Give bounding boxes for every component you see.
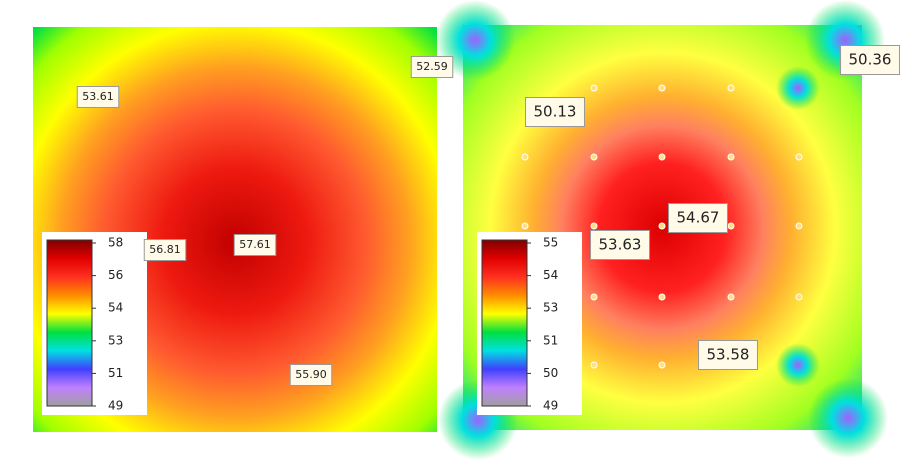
colorbar bbox=[46, 239, 93, 407]
sensor-dot bbox=[727, 222, 735, 230]
label-box bbox=[410, 56, 454, 78]
label-box bbox=[698, 340, 758, 370]
value-label: 56.81 bbox=[149, 243, 181, 256]
sensor-dot bbox=[795, 222, 803, 230]
colorbar-tick-label: 53 bbox=[543, 301, 558, 315]
colorbar-tick-label: 50 bbox=[543, 366, 558, 380]
sensor-dot bbox=[590, 293, 598, 301]
colorbar bbox=[481, 239, 528, 407]
colorbar-tick-label: 49 bbox=[108, 399, 123, 413]
label-box bbox=[76, 86, 120, 108]
sensor-dot bbox=[590, 361, 598, 369]
sensor-dot bbox=[521, 153, 529, 161]
label-box bbox=[840, 45, 900, 75]
sensor-dot bbox=[590, 84, 598, 92]
sensor-dot bbox=[795, 293, 803, 301]
value-label: 50.36 bbox=[849, 51, 892, 69]
label-box bbox=[233, 234, 277, 256]
label-box bbox=[525, 97, 585, 127]
colorbar-tick-label: 56 bbox=[108, 268, 123, 282]
colorbar-tick-label: 54 bbox=[108, 301, 123, 315]
colorbar-tick-label: 58 bbox=[108, 236, 123, 250]
value-label: 53.58 bbox=[707, 346, 750, 364]
label-box bbox=[143, 239, 187, 261]
value-label: 54.67 bbox=[677, 209, 720, 227]
sensor-dot bbox=[658, 222, 666, 230]
sensor-dot bbox=[521, 222, 529, 230]
sensor-dot bbox=[727, 293, 735, 301]
value-label: 53.63 bbox=[599, 236, 642, 254]
value-label: 50.13 bbox=[534, 103, 577, 121]
label-box bbox=[590, 230, 650, 260]
sensor-dot bbox=[727, 153, 735, 161]
sensor-dot bbox=[590, 153, 598, 161]
value-label: 52.59 bbox=[416, 60, 448, 73]
colorbar-tick-label: 53 bbox=[108, 333, 123, 347]
value-label: 55.90 bbox=[295, 368, 327, 381]
colorbar-tick-label: 51 bbox=[543, 333, 558, 347]
label-box bbox=[289, 364, 333, 386]
colorbar-tick-label: 55 bbox=[543, 236, 558, 250]
sensor-dot bbox=[658, 293, 666, 301]
sensor-dot bbox=[590, 222, 598, 230]
label-box bbox=[668, 203, 728, 233]
sensor-dot bbox=[658, 84, 666, 92]
sensor-dot bbox=[658, 361, 666, 369]
colorbar-tick-label: 54 bbox=[543, 268, 558, 282]
colorbar-tick-label: 49 bbox=[543, 399, 558, 413]
colorbar-tick-label: 51 bbox=[108, 366, 123, 380]
value-label: 57.61 bbox=[239, 238, 271, 251]
value-label: 53.61 bbox=[82, 90, 114, 103]
sensor-dot bbox=[795, 153, 803, 161]
sensor-dot bbox=[658, 153, 666, 161]
sensor-dot bbox=[727, 84, 735, 92]
